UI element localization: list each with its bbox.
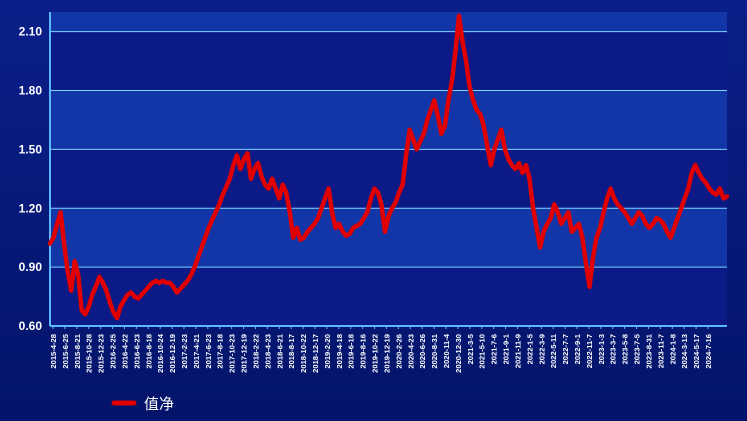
x-axis-tick-labels: 2015-4-28 2015-6-25 2015-8-21 2015-10-28 201… — [49, 333, 713, 373]
x-tick-label: 2024-5-17 — [692, 334, 701, 369]
x-tick-label: 2023-5-8 — [621, 334, 630, 364]
plot-band — [50, 12, 727, 32]
x-tick-label: 2022-9-1 — [573, 333, 582, 364]
x-tick-label: 2016-8-18 — [144, 334, 153, 369]
x-tick-label: 2019-6-18 — [347, 334, 356, 369]
legend: 值净 — [111, 395, 174, 413]
x-tick-label: 2022-3-9 — [537, 334, 546, 364]
x-tick-label: 2023-11-7 — [656, 334, 665, 368]
x-tick-label: 2018-8-17 — [287, 334, 296, 369]
x-tick-label: 2018-4-23 — [263, 334, 272, 369]
plot-band — [50, 149, 727, 209]
x-tick-label: 2021-3-5 — [466, 333, 475, 364]
series-layer — [47, 13, 730, 321]
plot-band — [50, 267, 727, 326]
x-tick-label: 2018-2-22 — [251, 334, 260, 369]
x-tick-label: 2020-4-23 — [406, 334, 415, 369]
plot-band — [50, 90, 727, 150]
axes — [49, 12, 727, 329]
x-tick-label: 2019-10-22 — [371, 334, 380, 373]
x-tick-label: 2020-8-31 — [430, 333, 439, 368]
x-tick-label: 2019-8-16 — [359, 334, 368, 369]
x-tick-label: 2016-12-19 — [168, 334, 177, 373]
x-tick-label: 2019-2-20 — [323, 334, 332, 369]
x-tick-label: 2023-3-7 — [609, 334, 618, 364]
x-tick-label: 2018-10-22 — [299, 334, 308, 373]
x-tick-label: 2019-12-19 — [382, 334, 391, 373]
x-tick-label: 2015-8-21 — [73, 333, 82, 368]
x-tick-label: 2015-4-28 — [49, 334, 58, 369]
x-tick-label: 2024-3-13 — [680, 334, 689, 369]
x-tick-label: 2018-12-17 — [311, 334, 320, 373]
y-tick-label: 1.50 — [19, 142, 43, 156]
x-tick-label: 2017-8-18 — [216, 334, 225, 369]
x-tick-label: 2017-4-21 — [192, 333, 201, 368]
x-tick-label: 2017-2-23 — [180, 334, 189, 369]
x-tick-label: 2019-4-18 — [335, 334, 344, 369]
x-tick-label: 2024-7-16 — [704, 334, 713, 369]
y-tick-label: 2.10 — [19, 25, 43, 39]
x-tick-label: 2022-7-7 — [561, 334, 570, 364]
plot-area — [50, 12, 727, 326]
x-tick-label: 2020-12-30 — [454, 334, 463, 373]
y-tick-label: 0.60 — [19, 319, 43, 333]
x-tick-label: 2024-1-8 — [668, 334, 677, 364]
y-tick-label: 1.20 — [19, 201, 43, 215]
y-tick-label: 0.90 — [19, 260, 43, 274]
x-tick-label: 2021-7-6 — [490, 334, 499, 364]
x-tick-label: 2020-2-26 — [394, 334, 403, 369]
x-tick-label: 2021-5-10 — [478, 334, 487, 369]
legend-label: 值净 — [144, 395, 174, 413]
plot-band — [50, 31, 727, 91]
x-tick-label: 2015-12-23 — [97, 334, 106, 373]
x-tick-label: 2023-7-5 — [633, 333, 642, 364]
x-tick-label: 2021-11-9 — [513, 334, 522, 368]
series-line-0 — [47, 13, 730, 321]
x-tick-label: 2023-8-31 — [644, 333, 653, 368]
x-tick-label: 2016-4-22 — [120, 334, 129, 369]
x-tick-label: 2017-12-19 — [240, 334, 249, 373]
x-tick-label: 2018-6-21 — [275, 333, 284, 368]
x-tick-label: 2020-11-4 — [442, 333, 451, 368]
x-tick-label: 2022-11-7 — [585, 334, 594, 368]
x-tick-label: 2023-1-3 — [597, 334, 606, 364]
x-tick-label: 2022-5-11 — [549, 333, 558, 368]
x-tick-label: 2015-6-25 — [61, 333, 70, 368]
x-tick-label: 2022-1-5 — [525, 333, 534, 364]
x-tick-label: 2015-10-28 — [85, 334, 94, 373]
x-tick-label: 2020-6-26 — [418, 334, 427, 369]
y-tick-label: 1.80 — [19, 84, 43, 98]
x-tick-label: 2017-6-23 — [204, 334, 213, 369]
x-tick-label: 2016-10-24 — [156, 333, 165, 373]
x-tick-label: 2016-2-25 — [109, 333, 118, 368]
x-tick-label: 2017-10-23 — [228, 334, 237, 373]
x-tick-label: 2016-6-23 — [132, 334, 141, 369]
x-tick-label: 2021-9-1 — [502, 333, 511, 364]
y-axis-tick-labels: 0.60 0.90 1.20 1.50 1.80 2.10 — [19, 25, 43, 333]
